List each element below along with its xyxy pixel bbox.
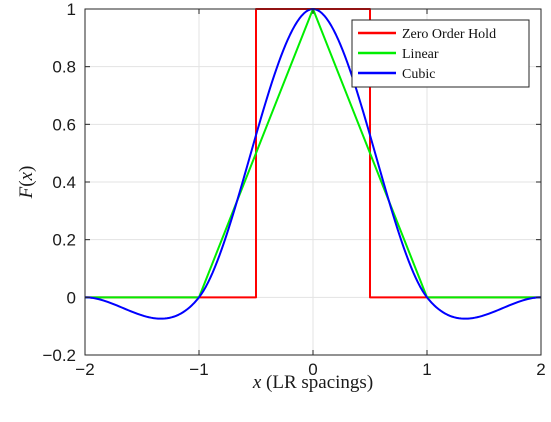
legend-label-linear: Linear (402, 47, 439, 62)
y-tick-label: 0.6 (52, 115, 76, 134)
legend-label-cubic: Cubic (402, 67, 435, 82)
x-tick-label: −2 (75, 360, 94, 379)
y-tick-label: −0.2 (42, 346, 76, 365)
ticks: −2 −1 0 1 2 −0.2 0 0.2 0.4 0.6 0.8 1 (42, 0, 545, 379)
x-tick-label: 2 (536, 360, 545, 379)
y-tick-label: 0.8 (52, 58, 76, 77)
x-tick-label: 0 (308, 360, 317, 379)
y-axis-label: F(x) (16, 166, 37, 200)
legend-label-zero-order-hold: Zero Order Hold (402, 27, 496, 42)
y-tick-label: 0.4 (52, 173, 76, 192)
x-tick-label: −1 (189, 360, 208, 379)
y-tick-label: 0.2 (52, 231, 76, 250)
y-tick-label: 0 (67, 288, 76, 307)
x-tick-label: 1 (422, 360, 431, 379)
legend: Zero Order Hold Linear Cubic (351, 19, 530, 88)
y-tick-label: 1 (67, 0, 76, 19)
x-axis-label: x (LR spacings) (252, 372, 373, 393)
